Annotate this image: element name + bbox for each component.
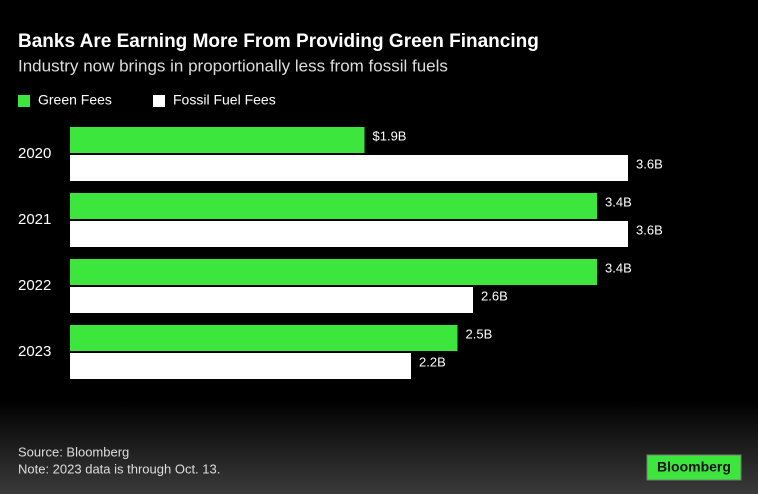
legend-swatch bbox=[153, 95, 165, 107]
y-tick-label: 2021 bbox=[18, 211, 51, 228]
bar bbox=[70, 127, 365, 153]
value-label: 2.5B bbox=[466, 326, 493, 341]
chart-title: Banks Are Earning More From Providing Gr… bbox=[18, 31, 539, 52]
logo-box bbox=[646, 454, 742, 481]
value-label: 2.2B bbox=[419, 354, 446, 369]
legend-label: Fossil Fuel Fees bbox=[173, 92, 276, 108]
logo: Bloomberg bbox=[657, 459, 731, 475]
y-tick-label: 2022 bbox=[18, 277, 51, 294]
legend-label: Green Fees bbox=[38, 92, 112, 108]
bar bbox=[70, 155, 628, 181]
bar bbox=[70, 325, 458, 351]
value-label: 3.6B bbox=[636, 222, 663, 237]
footer-background bbox=[0, 400, 758, 494]
bar bbox=[70, 193, 597, 219]
value-label: 3.4B bbox=[605, 260, 632, 275]
bar bbox=[70, 287, 473, 313]
bar bbox=[70, 353, 411, 379]
value-label: 3.4B bbox=[605, 194, 632, 209]
chart-subtitle: Industry now brings in proportionally le… bbox=[18, 56, 448, 75]
value-label: 3.6B bbox=[636, 156, 663, 171]
value-label: 2.6B bbox=[481, 288, 508, 303]
y-tick-label: 2023 bbox=[18, 343, 51, 360]
y-tick-label: 2020 bbox=[18, 145, 51, 162]
bar bbox=[70, 259, 597, 285]
bar bbox=[70, 221, 628, 247]
source: Source: Bloomberg bbox=[18, 444, 129, 459]
legend-swatch bbox=[18, 95, 30, 107]
value-label: $1.9B bbox=[373, 128, 407, 143]
note: Note: 2023 data is through Oct. 13. bbox=[18, 461, 220, 476]
